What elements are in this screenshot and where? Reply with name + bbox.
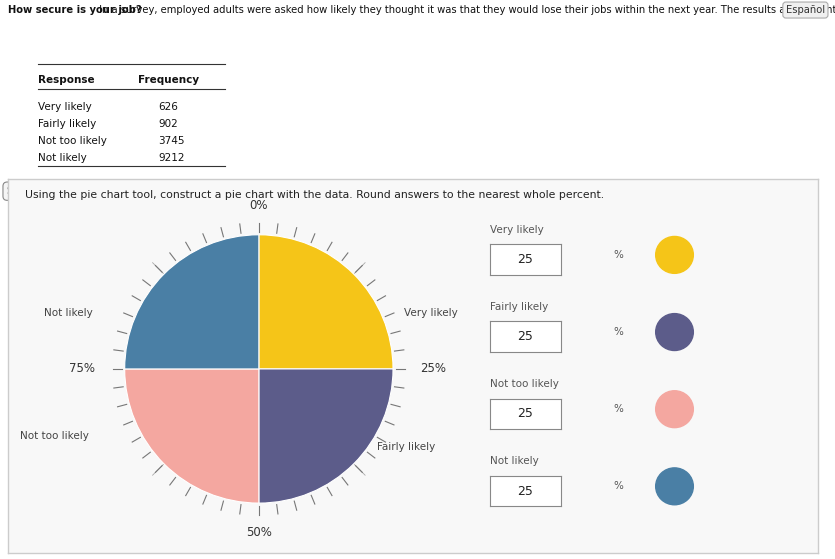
Text: Frequency: Frequency [138, 75, 199, 86]
Text: Fairly likely: Fairly likely [377, 442, 436, 452]
Text: Response: Response [38, 75, 94, 86]
Text: In a survey, employed adults were asked how likely they thought it was that they: In a survey, employed adults were asked … [96, 5, 835, 15]
Text: %: % [613, 250, 623, 260]
Text: 25: 25 [517, 485, 533, 498]
Text: Fairly likely: Fairly likely [38, 119, 96, 129]
Text: Not likely: Not likely [489, 456, 539, 466]
Text: Not too likely: Not too likely [489, 379, 559, 389]
Text: Not too likely: Not too likely [21, 431, 89, 441]
Text: 902: 902 [159, 119, 179, 129]
Text: %: % [613, 327, 623, 337]
Text: Very likely: Very likely [403, 307, 458, 318]
Text: 626: 626 [159, 102, 179, 112]
Text: Not too likely: Not too likely [38, 136, 106, 146]
Wedge shape [259, 369, 393, 503]
Wedge shape [259, 235, 393, 369]
Wedge shape [124, 369, 259, 503]
Text: 25: 25 [517, 330, 533, 343]
Circle shape [655, 236, 693, 273]
Text: Not likely: Not likely [38, 153, 86, 163]
Wedge shape [124, 235, 259, 369]
Circle shape [655, 468, 693, 505]
Circle shape [655, 314, 693, 350]
Text: Not likely: Not likely [44, 307, 93, 318]
Text: Send data to Excel: Send data to Excel [8, 186, 104, 196]
Text: 9212: 9212 [159, 153, 185, 163]
Text: 50%: 50% [246, 526, 271, 539]
Text: Very likely: Very likely [489, 225, 544, 235]
Text: How secure is your job?: How secure is your job? [8, 5, 142, 15]
Text: 75%: 75% [68, 362, 94, 376]
Text: %: % [613, 481, 623, 491]
Text: 3745: 3745 [159, 136, 185, 146]
Text: Very likely: Very likely [38, 102, 91, 112]
Text: 0%: 0% [250, 199, 268, 212]
Text: 25%: 25% [420, 362, 446, 376]
Text: Using the pie chart tool, construct a pie chart with the data. Round answers to : Using the pie chart tool, construct a pi… [24, 190, 604, 200]
Circle shape [655, 391, 693, 428]
Text: %: % [613, 404, 623, 414]
Text: 25: 25 [517, 408, 533, 420]
Text: 25: 25 [517, 253, 533, 266]
Text: Fairly likely: Fairly likely [489, 302, 548, 312]
Text: Español: Español [786, 5, 825, 15]
